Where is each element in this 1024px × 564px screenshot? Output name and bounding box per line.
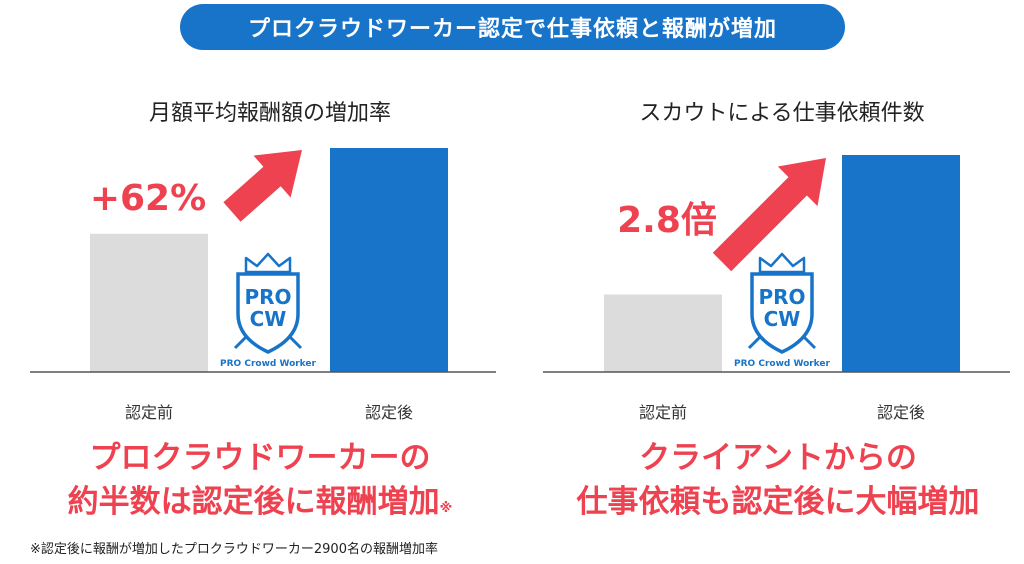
right-badge-ribbon [747,334,817,350]
right-badge-caption: PRO Crowd Worker [734,359,831,369]
left-caption: プロクラウドワーカーの 約半数は認定後に報酬増加※ [40,436,480,531]
left-up-arrow-icon [223,150,302,222]
left-category-label-before: 認定前 [125,403,173,422]
right-up-arrow-icon [712,158,826,272]
right-bar-after [842,155,960,372]
left-caption-line2: 約半数は認定後に報酬増加 [67,484,440,520]
left-badge-text-cw: CW [250,307,287,331]
right-increase-label: 2.8倍 [617,200,717,241]
right-caption-line1: クライアントからの [639,440,917,476]
headline-text: プロクラウドワーカー認定で仕事依頼と報酬が増加 [247,17,777,42]
right-badge-text-pro: PRO [758,285,805,309]
left-badge-ribbon [233,334,303,350]
right-chart-title: スカウトによる仕事依頼件数 [639,101,924,126]
right-caption: クライアントからの 仕事依頼も認定後に大幅増加 [548,436,1008,524]
right-bar-before [604,294,722,372]
left-category-label-after: 認定後 [365,403,413,422]
left-bar-before [90,233,208,372]
left-badge-crown [244,252,292,274]
right-badge-shield [750,272,814,354]
right-badge-text-cw: CW [764,307,801,331]
left-caption-line1: プロクラウドワーカーの [89,440,431,476]
right-badge-crown [758,252,806,274]
headline-banner: プロクラウドワーカー認定で仕事依頼と報酬が増加 [180,4,845,50]
right-caption-line2: 仕事依頼も認定後に大幅増加 [576,484,980,520]
left-caption-note-mark: ※ [439,501,453,516]
left-badge-caption: PRO Crowd Worker [220,359,317,369]
left-badge-shield [236,272,300,354]
right-category-label-after: 認定後 [877,403,925,422]
left-bar-after [330,148,448,372]
footnote: ※認定後に報酬が増加したプロクラウドワーカー2900名の報酬増加率 [30,542,438,557]
left-increase-label: +62% [90,178,206,219]
left-chart-title: 月額平均報酬額の増加率 [149,101,391,126]
right-category-label-before: 認定前 [639,403,687,422]
left-badge-text-pro: PRO [244,285,291,309]
